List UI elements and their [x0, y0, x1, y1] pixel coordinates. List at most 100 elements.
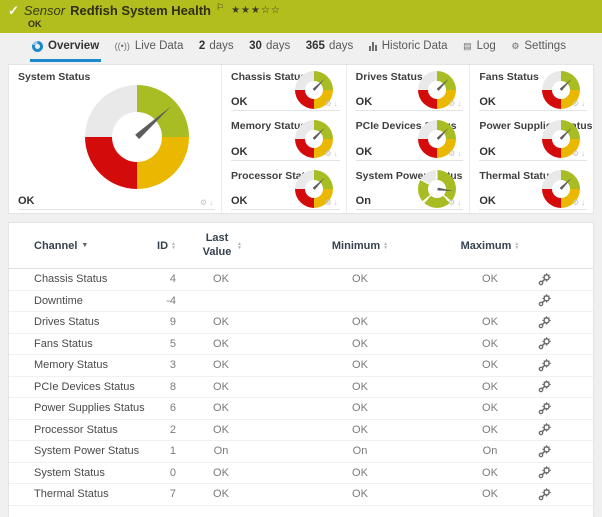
download-icon[interactable]: ↓ — [457, 197, 464, 207]
channel-id: 4 — [169, 273, 176, 286]
gauge-title: Fans Status — [479, 71, 539, 83]
gear-icon[interactable]: ⚙ — [324, 99, 334, 109]
gear-icon[interactable]: ⚙ — [571, 148, 581, 158]
gauge-value: OK — [231, 96, 248, 109]
bar-chart-icon — [368, 41, 377, 51]
column-header-channel[interactable]: Channel — [34, 240, 142, 252]
column-header-id[interactable]: ID — [142, 240, 176, 252]
gauge-value: OK — [479, 96, 496, 109]
gauge-panel-pcie-devices-status: PCIe Devices Status OK ⚙↓ — [345, 114, 470, 164]
gear-icon[interactable]: ⚙ — [324, 148, 334, 158]
channel-last-value: On — [213, 445, 229, 458]
wrench-gear-icon — [538, 315, 551, 329]
table-row: Fans Status 5 OK OK OK — [9, 334, 593, 355]
wrench-gear-icon — [538, 358, 551, 372]
channel-settings-button[interactable] — [526, 358, 562, 372]
wrench-gear-icon — [538, 444, 551, 458]
tab-live-data[interactable]: ((•)) Live Data — [114, 40, 184, 52]
channel-last-value: OK — [213, 423, 229, 436]
gauge-title: Memory Status — [231, 120, 307, 133]
channel-id: 0 — [169, 466, 176, 479]
sensor-header-bar: ✓ Sensor Redfish System Health ⚐ ★★★☆☆ O… — [0, 0, 602, 33]
channel-last-value: OK — [213, 359, 229, 372]
gauge-value: OK — [231, 145, 248, 158]
column-header-last-value[interactable]: Last Value — [176, 232, 266, 258]
gauge-value: OK — [479, 194, 496, 207]
download-icon[interactable]: ↓ — [457, 148, 464, 158]
channel-maximum: On — [482, 445, 498, 458]
channel-name: Power Supplies Status — [34, 402, 145, 415]
channel-settings-button[interactable] — [526, 487, 562, 501]
channel-settings-button[interactable] — [526, 272, 562, 286]
channel-name: Processor Status — [34, 423, 118, 436]
wrench-gear-icon — [538, 487, 551, 501]
channel-settings-button[interactable] — [526, 294, 562, 307]
gauge-title: Processor Status — [231, 169, 318, 182]
tab-historic-data[interactable]: Historic Data — [367, 33, 450, 62]
download-icon[interactable]: ↓ — [333, 197, 340, 207]
channel-name: Fans Status — [34, 337, 93, 350]
gear-icon[interactable]: ⚙ — [448, 197, 458, 207]
sensor-status-text: OK — [28, 19, 42, 29]
channel-settings-button[interactable] — [526, 380, 562, 393]
channel-name: Downtime — [34, 294, 83, 307]
channel-settings-button[interactable] — [526, 444, 562, 458]
download-icon[interactable]: ↓ — [333, 148, 340, 158]
tab-overview[interactable]: Overview — [30, 33, 102, 62]
gauge-panel-fans-status: Fans Status OK ⚙↓ — [469, 65, 593, 115]
tab-365-days[interactable]: 365 days — [305, 40, 354, 52]
gauge-panel-memory-status: Memory Status OK ⚙↓ — [222, 114, 346, 163]
gear-icon[interactable]: ⚙ — [571, 197, 581, 207]
channel-maximum: OK — [482, 273, 498, 286]
tab-2-days[interactable]: 2 days — [198, 40, 234, 52]
download-icon[interactable]: ↓ — [209, 198, 215, 207]
channel-settings-button[interactable] — [526, 337, 562, 350]
channel-id: 7 — [169, 488, 176, 501]
gauge-value: OK — [231, 194, 248, 207]
page-title: Redfish System Health — [70, 3, 211, 18]
channel-name: Drives Status — [34, 316, 100, 329]
channel-minimum: OK — [352, 402, 368, 415]
tab-log[interactable]: ▤ Log — [463, 40, 496, 52]
channel-settings-button[interactable] — [526, 423, 562, 436]
gear-icon[interactable]: ⚙ — [324, 197, 334, 207]
gear-icon[interactable]: ⚙ — [448, 148, 458, 158]
column-header-maximum[interactable]: Maximum — [454, 240, 526, 252]
download-icon[interactable]: ↓ — [580, 197, 587, 207]
download-icon[interactable]: ↓ — [333, 99, 340, 109]
channel-last-value: OK — [213, 337, 229, 350]
table-row: Power Supplies Status 6 OK OK OK — [9, 398, 593, 420]
column-header-minimum[interactable]: Minimum — [266, 240, 454, 252]
channel-maximum: OK — [482, 316, 498, 329]
channel-id: 9 — [169, 316, 176, 329]
gauge-value: On — [355, 194, 371, 207]
table-row: Chassis Status 4 OK OK OK — [9, 269, 593, 291]
download-icon[interactable]: ↓ — [580, 99, 587, 109]
table-row: Drives Status 9 OK OK OK — [9, 312, 593, 334]
gauge-panel-processor-status: Processor Status OK ⚙↓ — [222, 164, 346, 213]
table-row: System Power Status 1 On On On — [9, 441, 593, 463]
download-icon[interactable]: ↓ — [580, 148, 587, 158]
channel-settings-button[interactable] — [526, 315, 562, 329]
gauge-title: Chassis Status — [231, 71, 307, 83]
tab-30-days[interactable]: 30 days — [249, 40, 291, 52]
channel-last-value: OK — [213, 402, 229, 415]
gear-icon[interactable]: ⚙ — [571, 99, 581, 109]
channel-minimum: OK — [352, 380, 368, 393]
status-gauge — [418, 120, 457, 159]
wrench-gear-icon — [538, 423, 551, 436]
status-gauge — [541, 71, 580, 109]
channel-maximum: OK — [482, 359, 498, 372]
channel-maximum: OK — [482, 488, 498, 501]
priority-stars[interactable]: ★★★☆☆ — [231, 5, 281, 16]
channel-id: 2 — [169, 423, 176, 436]
gear-icon[interactable]: ⚙ — [199, 198, 209, 207]
priority-flag-icon[interactable]: ⚐ — [215, 2, 225, 12]
download-icon[interactable]: ↓ — [457, 99, 464, 109]
channel-settings-button[interactable] — [526, 466, 562, 479]
sensor-type-label: Sensor — [23, 3, 66, 18]
channel-settings-button[interactable] — [526, 401, 562, 415]
tab-settings[interactable]: ⚙ Settings — [511, 40, 566, 52]
gear-icon[interactable]: ⚙ — [448, 99, 458, 109]
gauge-value: OK — [355, 96, 373, 109]
